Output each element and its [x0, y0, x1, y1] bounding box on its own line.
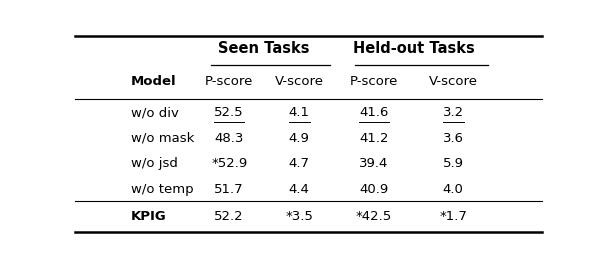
Text: w/o temp: w/o temp: [131, 183, 194, 196]
Text: 40.9: 40.9: [359, 183, 388, 196]
Text: 52.2: 52.2: [214, 210, 244, 223]
Text: 52.5: 52.5: [214, 106, 244, 119]
Text: KPIG: KPIG: [131, 210, 167, 223]
Text: Model: Model: [131, 76, 177, 89]
Text: *52.9: *52.9: [211, 157, 247, 170]
Text: 3.2: 3.2: [442, 106, 464, 119]
Text: 4.1: 4.1: [289, 106, 309, 119]
Text: 41.2: 41.2: [359, 132, 389, 145]
Text: P-score: P-score: [205, 76, 253, 89]
Text: w/o jsd: w/o jsd: [131, 157, 178, 170]
Text: 4.9: 4.9: [289, 132, 309, 145]
Text: Held-out Tasks: Held-out Tasks: [353, 41, 474, 56]
Text: 3.6: 3.6: [442, 132, 464, 145]
Text: 4.4: 4.4: [289, 183, 309, 196]
Text: Seen Tasks: Seen Tasks: [219, 41, 310, 56]
Text: 39.4: 39.4: [359, 157, 388, 170]
Text: w/o div: w/o div: [131, 106, 179, 119]
Text: 5.9: 5.9: [442, 157, 464, 170]
Text: w/o mask: w/o mask: [131, 132, 194, 145]
Text: *42.5: *42.5: [356, 210, 392, 223]
Text: 48.3: 48.3: [214, 132, 244, 145]
Text: 4.7: 4.7: [289, 157, 309, 170]
Text: V-score: V-score: [429, 76, 477, 89]
Text: *3.5: *3.5: [285, 210, 313, 223]
Text: 41.6: 41.6: [359, 106, 388, 119]
Text: *1.7: *1.7: [439, 210, 467, 223]
Text: V-score: V-score: [275, 76, 324, 89]
Text: 51.7: 51.7: [214, 183, 244, 196]
Text: P-score: P-score: [350, 76, 398, 89]
Text: 4.0: 4.0: [442, 183, 464, 196]
